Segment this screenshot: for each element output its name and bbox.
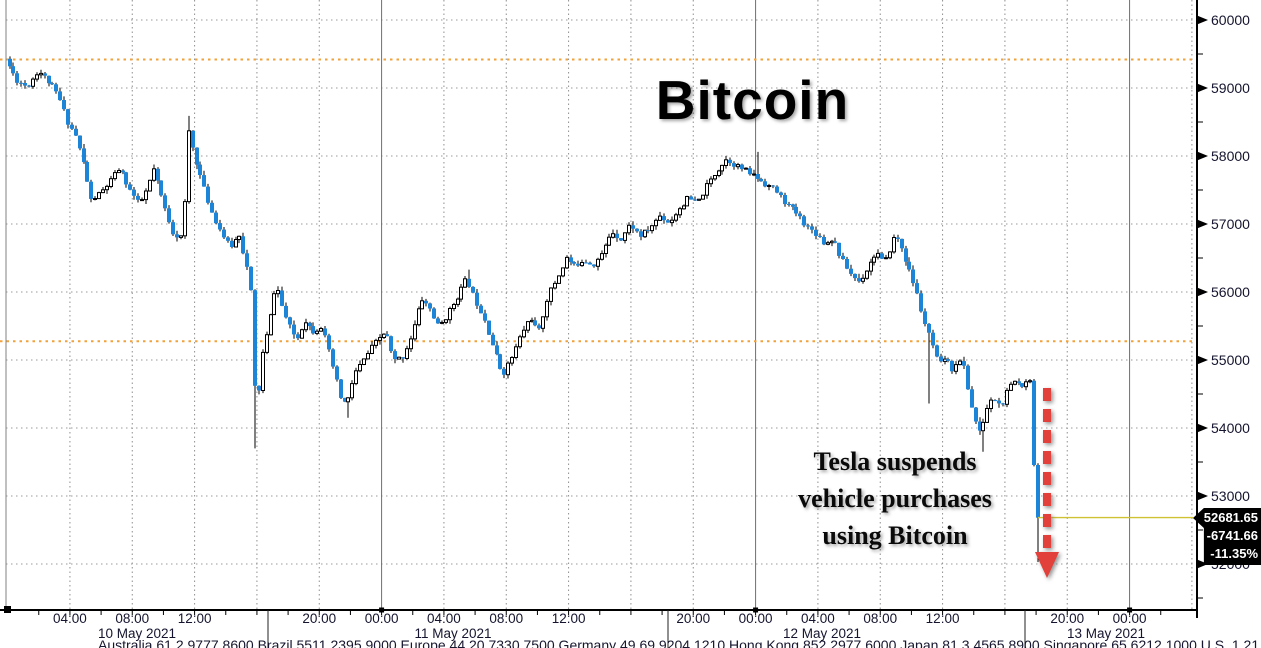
midnight-separator-lines — [381, 0, 1131, 610]
svg-text:00:00: 00:00 — [365, 611, 399, 626]
candlestick-series — [8, 56, 1040, 562]
arrow-head-icon — [1035, 552, 1059, 578]
svg-text:57000: 57000 — [1211, 216, 1250, 232]
annotation-line-3: using Bitcoin — [822, 521, 968, 550]
svg-text:59000: 59000 — [1211, 80, 1250, 96]
svg-text:13 May 2021: 13 May 2021 — [1067, 626, 1145, 641]
svg-text:56000: 56000 — [1211, 284, 1250, 300]
crash-down-arrow — [1035, 388, 1059, 580]
svg-text:04:00: 04:00 — [53, 611, 87, 626]
grid-lines — [6, 0, 1197, 610]
news-annotation: Tesla suspends vehicle purchases using B… — [760, 443, 1030, 554]
svg-text:04:00: 04:00 — [427, 611, 461, 626]
arrow-shaft — [1043, 388, 1051, 554]
svg-text:12 May 2021: 12 May 2021 — [783, 626, 861, 641]
svg-text:08:00: 08:00 — [863, 611, 897, 626]
svg-text:04:00: 04:00 — [801, 611, 835, 626]
svg-text:12:00: 12:00 — [178, 611, 212, 626]
orange-reference-lines — [0, 58, 1197, 343]
flag-last-price: 52681.65 — [1203, 510, 1258, 525]
svg-text:53000: 53000 — [1211, 488, 1250, 504]
flag-pct-change: -11.35% — [1210, 546, 1258, 561]
svg-text:10 May 2021: 10 May 2021 — [98, 626, 176, 641]
svg-text:00:00: 00:00 — [1113, 611, 1147, 626]
terminal-footer-text: Australia 61 2 9777 8600 Brazil 5511 239… — [98, 637, 1258, 648]
svg-text:11 May 2021: 11 May 2021 — [414, 626, 491, 641]
svg-text:58000: 58000 — [1211, 148, 1250, 164]
svg-text:55000: 55000 — [1211, 352, 1250, 368]
svg-text:20:00: 20:00 — [676, 611, 710, 626]
svg-text:12:00: 12:00 — [926, 611, 960, 626]
svg-text:08:00: 08:00 — [115, 611, 149, 626]
svg-text:60000: 60000 — [1211, 12, 1250, 28]
x-axis-labels: 04:00 08:00 12:00 20:00 00:00 04:00 08:00 12:00… — [53, 611, 1146, 641]
svg-text:08:00: 08:00 — [489, 611, 523, 626]
svg-text:00:00: 00:00 — [739, 611, 773, 626]
annotation-line-2: vehicle purchases — [798, 484, 992, 513]
last-price-flag[interactable]: 52681.65 -6741.66 -11.35% — [1193, 508, 1261, 565]
svg-text:12:00: 12:00 — [552, 611, 586, 626]
svg-text:20:00: 20:00 — [302, 611, 336, 626]
annotation-line-1: Tesla suspends — [813, 447, 977, 476]
svg-text:54000: 54000 — [1211, 420, 1250, 436]
chart-title: Bitcoin — [655, 69, 850, 131]
svg-text:20:00: 20:00 — [1050, 611, 1084, 626]
y-axis-labels: 60000 59000 58000 57000 56000 55000 54000 53000… — [1211, 12, 1250, 572]
flag-change: -6741.66 — [1206, 528, 1258, 543]
